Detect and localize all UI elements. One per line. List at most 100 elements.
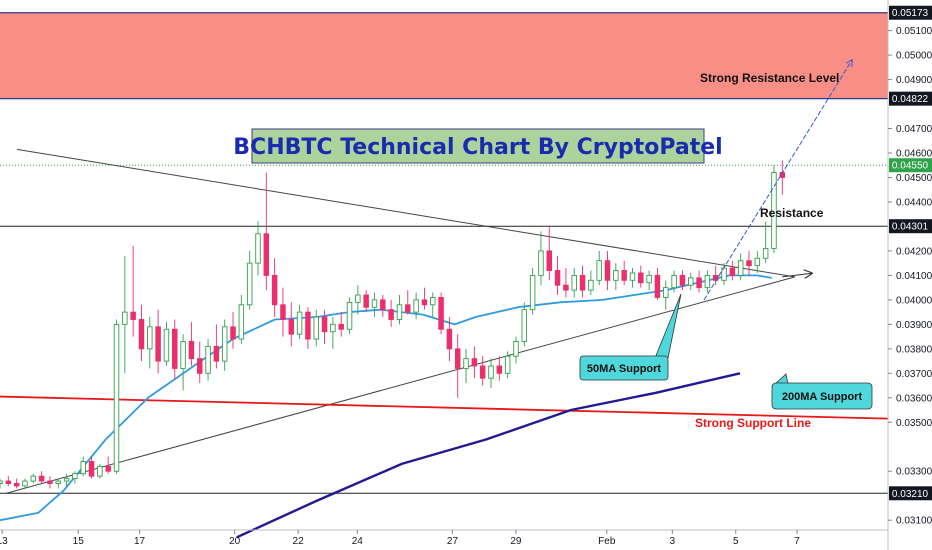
candle-body xyxy=(413,299,419,313)
candle-body xyxy=(313,316,319,340)
candle-body xyxy=(188,341,195,360)
ma200-line xyxy=(236,372,741,539)
candle-body xyxy=(571,274,577,291)
y-tick-label: 0.04000 xyxy=(896,295,932,306)
candle-body xyxy=(638,272,644,284)
candle-body xyxy=(346,301,353,330)
candle-body xyxy=(479,365,486,379)
candle-body xyxy=(504,355,511,374)
candle-body xyxy=(113,323,120,472)
y-tick-label: 0.04500 xyxy=(896,173,932,184)
candle-body xyxy=(663,287,669,298)
candle-body xyxy=(330,323,336,333)
x-tick-label: 17 xyxy=(134,536,146,547)
candle-body xyxy=(671,274,677,289)
price-tag-box xyxy=(889,486,932,501)
y-tick-label: 0.05100 xyxy=(896,26,932,37)
candle-body xyxy=(30,475,37,482)
y-tick-label: 0.04700 xyxy=(896,124,932,135)
x-tick-label: 13 xyxy=(0,536,8,547)
candle-body xyxy=(546,250,553,271)
candle-body xyxy=(80,461,86,475)
candle-body xyxy=(596,260,602,281)
candle-body xyxy=(604,260,611,281)
y-tick-label: 0.04100 xyxy=(896,271,932,282)
ma50-callout-box xyxy=(579,355,669,381)
candle-body xyxy=(430,296,436,306)
apex-arrow xyxy=(782,273,812,277)
candle-body xyxy=(321,316,328,333)
candle-body xyxy=(22,480,28,487)
candle-body xyxy=(38,475,45,482)
candle-body xyxy=(130,311,136,320)
candle-body xyxy=(246,262,253,306)
ma200-callout-pointer xyxy=(773,373,789,385)
candle-body xyxy=(55,480,61,484)
ma200-callout-text: 200MA Support xyxy=(782,391,863,403)
candle-body xyxy=(147,326,153,350)
candle-body xyxy=(138,319,145,350)
x-tick-label: 27 xyxy=(447,536,459,547)
projection-arrow xyxy=(703,60,852,301)
candle-body xyxy=(421,299,428,306)
candle-body xyxy=(5,480,12,484)
y-axis-ticks: 0.03100 0.03300 0.03500 0.03600 0.03700 0.038… xyxy=(888,26,932,527)
x-tick-label: 20 xyxy=(229,536,241,547)
candle-body xyxy=(746,260,752,267)
chart-title: BCHBTC Technical Chart By CryptoPatel xyxy=(233,135,722,160)
projection-arrows xyxy=(703,60,852,301)
x-tick-label: 5 xyxy=(733,536,739,547)
candle-body xyxy=(163,328,170,362)
candle-body xyxy=(155,326,161,362)
candle-body xyxy=(72,473,78,480)
y-tick-label: 0.03500 xyxy=(896,418,932,429)
candle-body xyxy=(97,465,103,477)
candle-body xyxy=(47,480,53,484)
candle-body xyxy=(263,233,270,276)
title-box xyxy=(251,128,705,164)
y-tick-label: 0.03600 xyxy=(896,393,932,404)
candle-body xyxy=(438,296,444,330)
candle-body xyxy=(629,272,636,281)
candle-body xyxy=(646,274,652,284)
candle-body xyxy=(529,274,536,311)
candle-body xyxy=(679,274,686,286)
candle-body xyxy=(588,279,594,291)
candle-body xyxy=(88,461,95,477)
candle-body xyxy=(613,270,619,281)
candle-body xyxy=(388,309,394,320)
resistance-zone xyxy=(0,12,888,100)
y-tick-label: 0.03900 xyxy=(896,320,932,331)
candle-body xyxy=(180,341,186,369)
candle-body xyxy=(538,250,544,276)
candle-body xyxy=(288,319,295,335)
candle-body xyxy=(63,478,70,482)
x-tick-label: 3 xyxy=(670,536,676,547)
candles xyxy=(0,160,786,489)
candle-body xyxy=(688,277,694,286)
candle-body xyxy=(405,304,411,313)
ascending-trend-line xyxy=(6,276,796,494)
price-tag-box xyxy=(889,219,932,234)
candle-body xyxy=(696,277,702,289)
candle-body xyxy=(463,358,469,369)
candle-body xyxy=(454,348,461,369)
candle-body xyxy=(446,328,453,350)
x-tick-label: 24 xyxy=(352,536,364,547)
candle-body xyxy=(355,294,361,303)
y-tick-label: 0.04900 xyxy=(896,75,932,86)
candle-body xyxy=(13,483,20,487)
y-tick-label: 0.03700 xyxy=(896,369,932,380)
candle-body xyxy=(771,172,777,249)
candle-body xyxy=(363,294,369,308)
price-tags: 0.05173 0.04822 0.04550 0.04301 0.03210 xyxy=(889,5,932,501)
y-tick-label: 0.03300 xyxy=(896,467,932,478)
descending-trend-line xyxy=(16,148,796,278)
trend-lines xyxy=(0,148,889,494)
candle-body xyxy=(305,311,311,340)
x-tick-label: 7 xyxy=(794,536,800,547)
price-tag-label: 0.04822 xyxy=(892,94,929,105)
ma200-callout-box xyxy=(771,382,873,410)
x-tick-label: 15 xyxy=(73,536,85,547)
